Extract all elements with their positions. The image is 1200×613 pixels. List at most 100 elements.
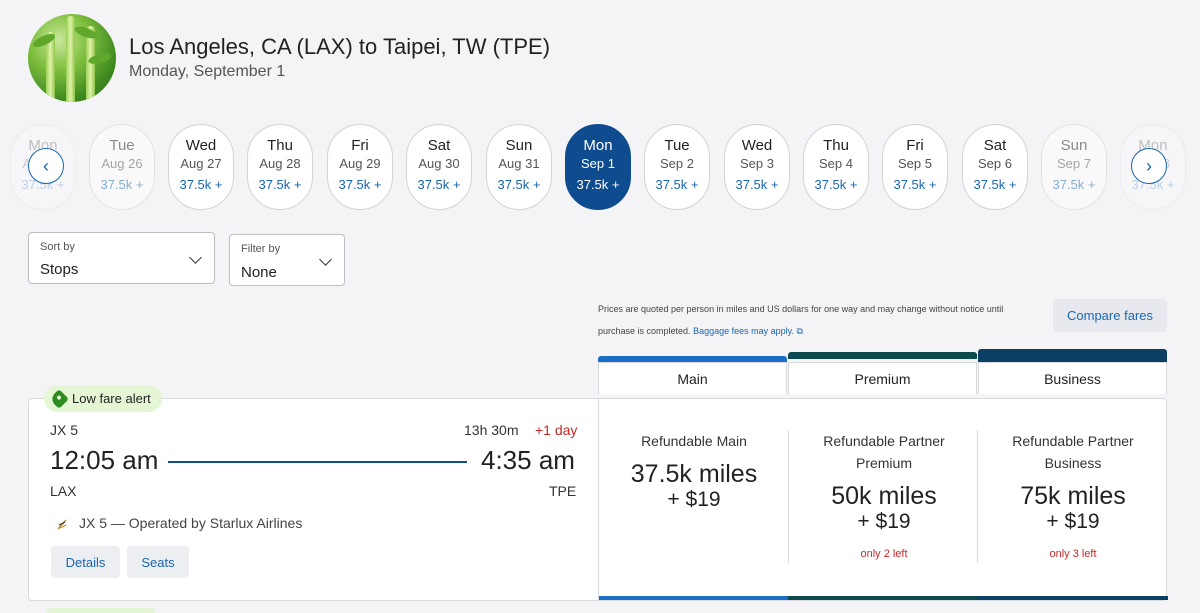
date-weekday: Wed	[185, 137, 217, 154]
date-option[interactable]: Thu Sep 4 37.5k +	[803, 124, 869, 210]
filter-value: None	[241, 264, 277, 281]
date-price: 37.5k +	[258, 177, 302, 192]
date-weekday: Sun	[505, 137, 533, 154]
date-weekday: Fri	[351, 137, 369, 154]
compare-fares-button[interactable]: Compare fares	[1053, 299, 1167, 332]
date-day: Sep 1	[581, 156, 615, 171]
sort-label: Sort by	[40, 241, 75, 253]
fare-business[interactable]: Refundable Partner Business 75k miles + …	[978, 398, 1168, 601]
previous-dates-button[interactable]: ‹	[28, 148, 64, 184]
fare-cash: + $19	[667, 488, 721, 511]
fare-divider	[977, 430, 978, 563]
chevron-down-icon	[189, 251, 202, 264]
fare-miles: 37.5k miles	[630, 460, 758, 488]
date-price: 37.5k +	[100, 177, 144, 192]
business-cabin-bar	[978, 349, 1167, 363]
date-option[interactable]: Sat Aug 30 37.5k +	[406, 124, 472, 210]
filter-label: Filter by	[241, 243, 281, 255]
fare-options: Refundable Main 37.5k miles + $19 Refund…	[598, 398, 1168, 601]
flight-number: JX 5	[50, 422, 79, 438]
date-price: 37.5k +	[179, 177, 223, 192]
low-fare-alert-label: Low fare alert	[72, 391, 151, 406]
date-day: Aug 29	[339, 156, 381, 171]
date-price: 37.5k +	[417, 177, 461, 192]
seats-button[interactable]: Seats	[127, 546, 189, 578]
date-option[interactable]: Fri Aug 29 37.5k +	[327, 124, 393, 210]
operated-by: JX 5 — Operated by Starlux Airlines	[79, 515, 303, 531]
date-day: Aug 27	[180, 156, 222, 171]
date-carousel: Mon Aug 25 37.5k + Tue Aug 26 37.5k + We…	[0, 124, 1200, 212]
next-dates-button[interactable]: ›	[1131, 148, 1167, 184]
fare-name: Refundable Main	[641, 433, 747, 449]
main-cabin-bar	[598, 356, 787, 363]
date-option[interactable]: Sat Sep 6 37.5k +	[962, 124, 1028, 210]
page-title: Los Angeles, CA (LAX) to Taipei, TW (TPE…	[129, 34, 551, 59]
date-weekday: Fri	[906, 137, 924, 154]
baggage-fees-link[interactable]: Baggage fees may apply.	[693, 326, 794, 336]
flight-duration: 13h 30m	[464, 422, 519, 438]
low-fare-alert-badge: Low fare alert	[44, 385, 162, 412]
sort-select[interactable]: Sort by Stops	[28, 232, 215, 284]
external-link-icon: ⧉	[796, 326, 803, 336]
fare-main[interactable]: Refundable Main 37.5k miles + $19	[599, 398, 789, 601]
flight-path-line	[168, 461, 467, 463]
page-subtitle: Monday, September 1	[129, 63, 286, 80]
chevron-left-icon: ‹	[43, 155, 49, 176]
seats-left: only 3 left	[1049, 548, 1097, 560]
date-weekday: Tue	[664, 137, 690, 154]
date-day: Sep 3	[740, 156, 774, 171]
date-day: Aug 28	[259, 156, 301, 171]
date-weekday: Sat	[427, 137, 451, 154]
details-button[interactable]: Details	[51, 546, 120, 578]
date-price: 37.5k +	[576, 177, 620, 192]
date-day: Sep 6	[978, 156, 1012, 171]
date-day: Sep 2	[660, 156, 694, 171]
price-tag-icon	[49, 388, 69, 409]
seats-left: only 2 left	[860, 548, 908, 560]
date-option[interactable]: Thu Aug 28 37.5k +	[247, 124, 313, 210]
date-weekday: Sat	[983, 137, 1007, 154]
date-price: 37.5k +	[814, 177, 858, 192]
price-notice: Prices are quoted per person in miles an…	[598, 298, 1038, 342]
day-offset: +1 day	[535, 422, 578, 438]
chevron-down-icon	[319, 253, 332, 266]
date-weekday: Wed	[741, 137, 773, 154]
date-weekday: Thu	[267, 137, 293, 154]
tab-premium[interactable]: Premium	[788, 362, 977, 394]
date-price: 37.5k +	[655, 177, 699, 192]
date-price: 37.5k +	[1052, 177, 1096, 192]
fare-cash: + $19	[1046, 510, 1100, 533]
date-weekday: Thu	[823, 137, 849, 154]
date-option[interactable]: Sun Sep 7 37.5k +	[1041, 124, 1107, 210]
date-option[interactable]: Wed Aug 27 37.5k +	[168, 124, 234, 210]
destination-image	[28, 14, 116, 102]
date-day: Aug 31	[498, 156, 540, 171]
filter-select[interactable]: Filter by None	[229, 234, 345, 286]
date-option[interactable]: Sun Aug 31 37.5k +	[486, 124, 552, 210]
fare-divider	[788, 430, 789, 563]
origin-airport: LAX	[50, 483, 77, 499]
date-option[interactable]: Fri Sep 5 37.5k +	[882, 124, 948, 210]
fare-premium[interactable]: Refundable Partner Premium 50k miles + $…	[789, 398, 979, 601]
date-day: Aug 30	[418, 156, 460, 171]
date-day: Sep 5	[898, 156, 932, 171]
tab-business[interactable]: Business	[978, 362, 1167, 394]
main-fare-bar	[599, 596, 788, 600]
departure-time: 12:05 am	[50, 445, 159, 475]
fare-name: Refundable Partner Business	[1012, 433, 1134, 471]
destination-airport: TPE	[549, 483, 577, 499]
date-option[interactable]: Tue Sep 2 37.5k +	[644, 124, 710, 210]
date-option-selected[interactable]: Mon Sep 1 37.5k +	[565, 124, 631, 210]
date-option[interactable]: Wed Sep 3 37.5k +	[724, 124, 790, 210]
date-weekday: Mon	[583, 137, 613, 154]
date-price: 37.5k +	[893, 177, 937, 192]
price-notice-text: Prices are quoted per person in miles an…	[598, 304, 1004, 336]
sort-value: Stops	[40, 261, 79, 278]
date-day: Aug 26	[101, 156, 143, 171]
date-price: 37.5k +	[735, 177, 779, 192]
date-option[interactable]: Tue Aug 26 37.5k +	[89, 124, 155, 210]
next-card-badge	[46, 608, 156, 613]
fare-miles: 50k miles	[831, 482, 937, 510]
arrival-time: 4:35 am	[481, 445, 575, 475]
tab-main[interactable]: Main	[598, 362, 787, 394]
